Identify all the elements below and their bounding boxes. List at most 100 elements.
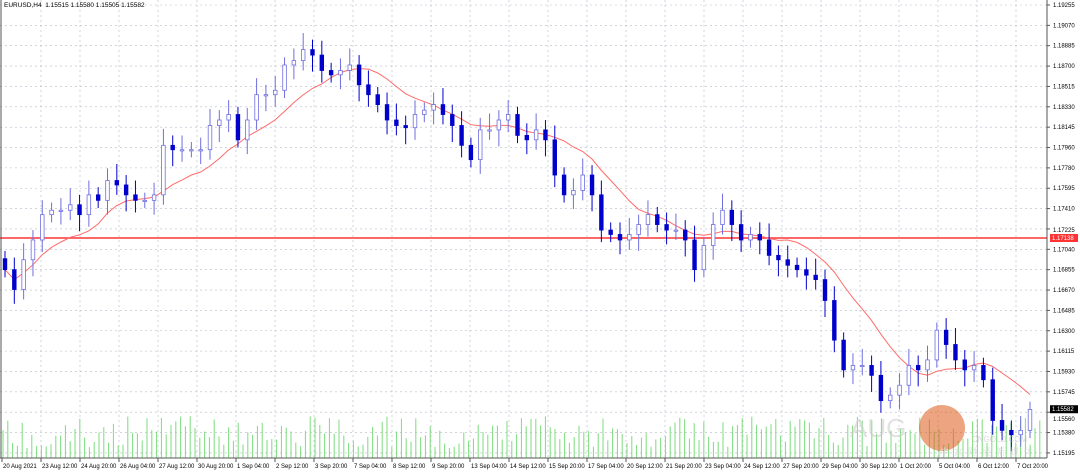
candle-bullish: [505, 114, 511, 121]
candle-bearish: [310, 49, 315, 56]
candle-bullish: [487, 129, 492, 132]
candle-bearish: [235, 114, 241, 141]
candle-bullish: [30, 239, 36, 261]
candle-bullish: [627, 234, 632, 241]
price-axis[interactable]: 1.19255 1.19070 1.18885 1.18700 1.18515 1.183…: [1047, 3, 1075, 457]
y-tick-label: 1.17780: [1053, 166, 1075, 172]
candle-bearish: [1009, 429, 1014, 436]
x-tick-label: 17 Sep 04:00: [588, 464, 624, 470]
candle-bearish: [878, 374, 884, 402]
y-tick-label: 1.15745: [1053, 390, 1075, 396]
x-tick-label: 20 Aug 2021: [3, 464, 37, 470]
candle-bearish: [813, 274, 818, 280]
candle-bullish: [142, 199, 147, 202]
candle-bullish: [673, 229, 679, 232]
y-tick-label: 1.16485: [1053, 308, 1075, 314]
x-tick-label: 6 Oct 12:00: [978, 464, 1010, 470]
candle-bearish: [617, 234, 623, 241]
x-tick-label: 21 Sep 20:00: [666, 464, 702, 470]
candle-bullish: [161, 144, 166, 196]
candle-bearish: [543, 129, 548, 141]
candle-bullish: [189, 149, 194, 152]
candle-bearish: [832, 300, 837, 341]
candle-bearish: [683, 229, 688, 241]
candle-bearish: [366, 84, 371, 96]
candle-bearish: [328, 70, 334, 76]
candle-bullish: [21, 259, 26, 290]
candle-bearish: [981, 365, 986, 381]
x-tick-label: 27 Aug 12:00: [159, 464, 195, 470]
candle-bullish: [198, 149, 203, 152]
y-tick-label: 1.19070: [1053, 23, 1075, 29]
candle-bearish: [990, 379, 995, 421]
y-tick-label: 1.15560: [1053, 417, 1075, 423]
candle-bullish: [58, 209, 64, 212]
candle-bearish: [552, 139, 557, 176]
candle-bullish: [906, 365, 912, 386]
candle-bullish: [217, 119, 222, 126]
candle-bearish: [515, 114, 520, 136]
ohlc-readout: 1.15515 1.15580 1.15505 1.15582: [45, 2, 145, 9]
candle-bearish: [608, 229, 613, 235]
candle-bearish: [664, 224, 669, 231]
y-tick-label: 1.17595: [1053, 186, 1075, 192]
candle-bullish: [710, 224, 716, 246]
current-price-label: 1.15582: [1050, 405, 1078, 414]
y-tick-label: 1.17040: [1053, 247, 1075, 253]
candle-bullish: [68, 204, 73, 211]
candle-bearish: [776, 254, 781, 261]
candle-bullish: [701, 245, 707, 271]
time-axis[interactable]: 20 Aug 2021 23 Aug 12:00 24 Aug 20:00 26 Au…: [1, 458, 1049, 470]
candle-bearish: [915, 365, 921, 371]
candle-bearish: [459, 125, 464, 146]
candle-bearish: [589, 174, 595, 196]
candle-bearish: [822, 279, 828, 301]
candle-bearish: [468, 144, 474, 161]
x-tick-label: 14 Sep 12:00: [510, 464, 546, 470]
candle-bullish: [273, 89, 278, 96]
candle-bullish: [86, 194, 92, 216]
candle-bullish: [720, 209, 725, 225]
x-tick-label: 3 Sep 20:00: [315, 464, 348, 470]
candle-bullish: [151, 194, 157, 201]
candle-bullish: [571, 190, 576, 196]
x-tick-label: 27 Sep 20:00: [783, 464, 819, 470]
candle-bearish: [384, 104, 390, 121]
candle-bearish: [738, 224, 744, 241]
candle-bearish: [356, 64, 362, 86]
candle-bullish: [431, 104, 436, 111]
candle-bearish: [962, 359, 967, 371]
grid: [0, 0, 1047, 458]
candle-bullish: [245, 119, 250, 141]
x-tick-label: 24 Aug 20:00: [81, 464, 117, 470]
candle-bearish: [12, 269, 17, 290]
candle-bullish: [105, 180, 110, 201]
symbol-label: EURUSD,H4: [4, 2, 42, 9]
y-tick-label: 1.17225: [1053, 228, 1075, 234]
candle-bullish: [645, 214, 651, 225]
x-tick-label: 9 Sep 20:00: [432, 464, 465, 470]
candle-bearish: [794, 264, 800, 271]
candle-bullish: [496, 119, 502, 131]
y-tick-label: 1.18885: [1053, 44, 1075, 50]
candle-bearish: [450, 114, 455, 126]
candle-bullish: [934, 329, 940, 361]
y-tick-label: 1.16855: [1053, 268, 1075, 274]
candle-bullish: [888, 394, 893, 402]
candle-bearish: [953, 344, 958, 361]
candle-bullish: [1027, 409, 1033, 431]
candle-bearish: [943, 329, 949, 345]
y-tick-label: 1.18145: [1053, 125, 1075, 131]
candle-bearish: [804, 269, 809, 276]
x-tick-label: 2 Sep 12:00: [276, 464, 309, 470]
candle-bullish: [971, 365, 977, 371]
y-tick-label: 1.19255: [1053, 3, 1075, 9]
y-tick-label: 1.17410: [1053, 207, 1075, 213]
y-tick-label: 1.15380: [1053, 431, 1075, 437]
candle-bearish: [403, 125, 408, 129]
x-tick-label: 24 Sep 12:00: [744, 464, 780, 470]
y-tick-label: 1.18330: [1053, 105, 1075, 111]
y-tick-label: 1.18515: [1053, 84, 1075, 90]
candle-bearish: [95, 194, 101, 201]
